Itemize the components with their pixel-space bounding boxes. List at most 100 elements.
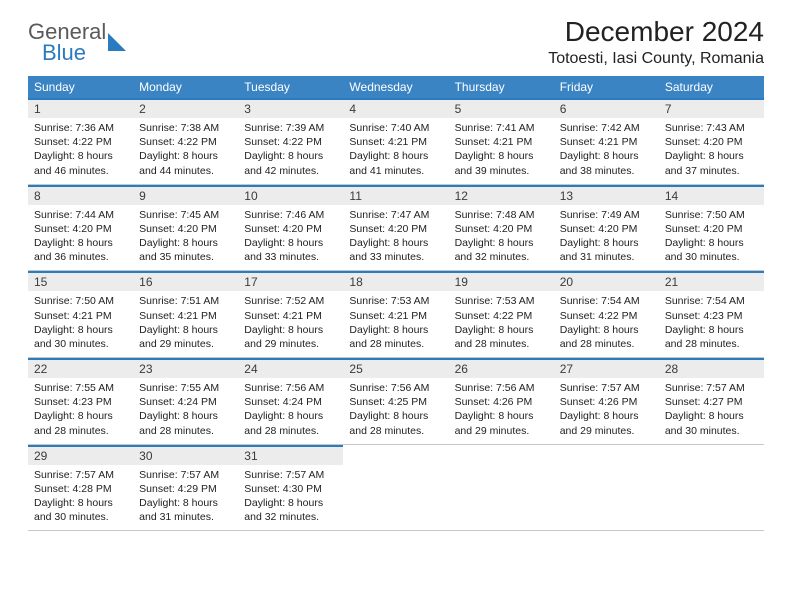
day-info: Sunrise: 7:41 AMSunset: 4:21 PMDaylight:… <box>449 118 554 184</box>
sunrise-text: Sunrise: 7:39 AM <box>244 121 337 135</box>
day-number: 27 <box>554 358 659 378</box>
day-cell: 20Sunrise: 7:54 AMSunset: 4:22 PMDayligh… <box>554 271 659 358</box>
sunrise-text: Sunrise: 7:55 AM <box>139 381 232 395</box>
day-cell: 17Sunrise: 7:52 AMSunset: 4:21 PMDayligh… <box>238 271 343 358</box>
day-number: 13 <box>554 185 659 205</box>
day-number: 17 <box>238 271 343 291</box>
day-number: 9 <box>133 185 238 205</box>
sunset-text: Sunset: 4:28 PM <box>34 482 127 496</box>
day-number: 18 <box>343 271 448 291</box>
sunset-text: Sunset: 4:21 PM <box>455 135 548 149</box>
day-cell: 28Sunrise: 7:57 AMSunset: 4:27 PMDayligh… <box>659 358 764 445</box>
day-info: Sunrise: 7:48 AMSunset: 4:20 PMDaylight:… <box>449 205 554 271</box>
day-info: Sunrise: 7:46 AMSunset: 4:20 PMDaylight:… <box>238 205 343 271</box>
weekday-header: Saturday <box>659 76 764 98</box>
sunset-text: Sunset: 4:23 PM <box>34 395 127 409</box>
title-block: December 2024 Totoesti, Iasi County, Rom… <box>548 16 764 68</box>
sunset-text: Sunset: 4:21 PM <box>560 135 653 149</box>
day-info: Sunrise: 7:50 AMSunset: 4:20 PMDaylight:… <box>659 205 764 271</box>
sunset-text: Sunset: 4:26 PM <box>560 395 653 409</box>
sunrise-text: Sunrise: 7:43 AM <box>665 121 758 135</box>
sunrise-text: Sunrise: 7:38 AM <box>139 121 232 135</box>
day-info: Sunrise: 7:51 AMSunset: 4:21 PMDaylight:… <box>133 291 238 357</box>
day-info: Sunrise: 7:54 AMSunset: 4:23 PMDaylight:… <box>659 291 764 357</box>
daylight-text: Daylight: 8 hours and 31 minutes. <box>139 496 232 524</box>
daylight-text: Daylight: 8 hours and 29 minutes. <box>455 409 548 437</box>
sunset-text: Sunset: 4:20 PM <box>455 222 548 236</box>
sunrise-text: Sunrise: 7:54 AM <box>560 294 653 308</box>
sunrise-text: Sunrise: 7:44 AM <box>34 208 127 222</box>
day-info: Sunrise: 7:53 AMSunset: 4:22 PMDaylight:… <box>449 291 554 357</box>
sunrise-text: Sunrise: 7:57 AM <box>665 381 758 395</box>
sunrise-text: Sunrise: 7:57 AM <box>34 468 127 482</box>
weekday-header: Monday <box>133 76 238 98</box>
day-cell: 13 Sunrise: 7:49 AMSunset: 4:20 PMDayligh… <box>554 184 659 271</box>
day-number: 22 <box>28 358 133 378</box>
week-row: 1Sunrise: 7:36 AMSunset: 4:22 PMDaylight… <box>28 98 764 184</box>
day-info: Sunrise: 7:56 AMSunset: 4:26 PMDaylight:… <box>449 378 554 444</box>
day-cell <box>659 444 764 531</box>
sunset-text: Sunset: 4:20 PM <box>560 222 653 236</box>
day-cell: 24Sunrise: 7:56 AMSunset: 4:24 PMDayligh… <box>238 358 343 445</box>
daylight-text: Daylight: 8 hours and 30 minutes. <box>665 236 758 264</box>
day-info: Sunrise: 7:45 AMSunset: 4:20 PMDaylight:… <box>133 205 238 271</box>
day-number: 3 <box>238 98 343 118</box>
sunset-text: Sunset: 4:20 PM <box>665 135 758 149</box>
day-cell: 6Sunrise: 7:42 AMSunset: 4:21 PMDaylight… <box>554 98 659 184</box>
day-cell: 8Sunrise: 7:44 AMSunset: 4:20 PMDaylight… <box>28 184 133 271</box>
day-cell: 5Sunrise: 7:41 AMSunset: 4:21 PMDaylight… <box>449 98 554 184</box>
calendar-body: 1Sunrise: 7:36 AMSunset: 4:22 PMDaylight… <box>28 98 764 531</box>
daylight-text: Daylight: 8 hours and 32 minutes. <box>455 236 548 264</box>
weekday-header: Sunday <box>28 76 133 98</box>
daylight-text: Daylight: 8 hours and 28 minutes. <box>139 409 232 437</box>
sail-icon <box>108 33 126 51</box>
sunrise-text: Sunrise: 7:46 AM <box>244 208 337 222</box>
day-cell: 2Sunrise: 7:38 AMSunset: 4:22 PMDaylight… <box>133 98 238 184</box>
page-title: December 2024 <box>548 16 764 48</box>
day-number: 4 <box>343 98 448 118</box>
daylight-text: Daylight: 8 hours and 44 minutes. <box>139 149 232 177</box>
sunrise-text: Sunrise: 7:53 AM <box>455 294 548 308</box>
day-number: 19 <box>449 271 554 291</box>
sunrise-text: Sunrise: 7:55 AM <box>34 381 127 395</box>
calendar-table: Sunday Monday Tuesday Wednesday Thursday… <box>28 76 764 531</box>
calendar-page: General Blue December 2024 Totoesti, Ias… <box>0 0 792 547</box>
day-number: 16 <box>133 271 238 291</box>
sunset-text: Sunset: 4:20 PM <box>665 222 758 236</box>
sunset-text: Sunset: 4:20 PM <box>244 222 337 236</box>
day-cell: 15Sunrise: 7:50 AMSunset: 4:21 PMDayligh… <box>28 271 133 358</box>
sunset-text: Sunset: 4:27 PM <box>665 395 758 409</box>
daylight-text: Daylight: 8 hours and 31 minutes. <box>560 236 653 264</box>
day-info: Sunrise: 7:40 AMSunset: 4:21 PMDaylight:… <box>343 118 448 184</box>
day-cell: 21Sunrise: 7:54 AMSunset: 4:23 PMDayligh… <box>659 271 764 358</box>
sunrise-text: Sunrise: 7:45 AM <box>139 208 232 222</box>
sunrise-text: Sunrise: 7:49 AM <box>560 208 653 222</box>
day-cell: 4Sunrise: 7:40 AMSunset: 4:21 PMDaylight… <box>343 98 448 184</box>
brand-logo: General Blue <box>28 16 126 64</box>
day-number: 23 <box>133 358 238 378</box>
day-info: Sunrise: 7:52 AMSunset: 4:21 PMDaylight:… <box>238 291 343 357</box>
daylight-text: Daylight: 8 hours and 28 minutes. <box>560 323 653 351</box>
week-row: 8Sunrise: 7:44 AMSunset: 4:20 PMDaylight… <box>28 184 764 271</box>
sunset-text: Sunset: 4:26 PM <box>455 395 548 409</box>
sunset-text: Sunset: 4:29 PM <box>139 482 232 496</box>
day-cell: 11Sunrise: 7:47 AMSunset: 4:20 PMDayligh… <box>343 184 448 271</box>
day-number: 24 <box>238 358 343 378</box>
sunset-text: Sunset: 4:22 PM <box>34 135 127 149</box>
day-number: 11 <box>343 185 448 205</box>
sunrise-text: Sunrise: 7:42 AM <box>560 121 653 135</box>
daylight-text: Daylight: 8 hours and 29 minutes. <box>139 323 232 351</box>
daylight-text: Daylight: 8 hours and 46 minutes. <box>34 149 127 177</box>
sunrise-text: Sunrise: 7:57 AM <box>139 468 232 482</box>
day-info: Sunrise: 7:56 AMSunset: 4:24 PMDaylight:… <box>238 378 343 444</box>
day-info: Sunrise: 7:54 AMSunset: 4:22 PMDaylight:… <box>554 291 659 357</box>
day-cell: 19Sunrise: 7:53 AMSunset: 4:22 PMDayligh… <box>449 271 554 358</box>
weekday-header: Friday <box>554 76 659 98</box>
sunset-text: Sunset: 4:20 PM <box>349 222 442 236</box>
sunrise-text: Sunrise: 7:53 AM <box>349 294 442 308</box>
day-cell: 7Sunrise: 7:43 AMSunset: 4:20 PMDaylight… <box>659 98 764 184</box>
sunrise-text: Sunrise: 7:52 AM <box>244 294 337 308</box>
day-cell: 27Sunrise: 7:57 AMSunset: 4:26 PMDayligh… <box>554 358 659 445</box>
sunrise-text: Sunrise: 7:57 AM <box>560 381 653 395</box>
daylight-text: Daylight: 8 hours and 28 minutes. <box>455 323 548 351</box>
